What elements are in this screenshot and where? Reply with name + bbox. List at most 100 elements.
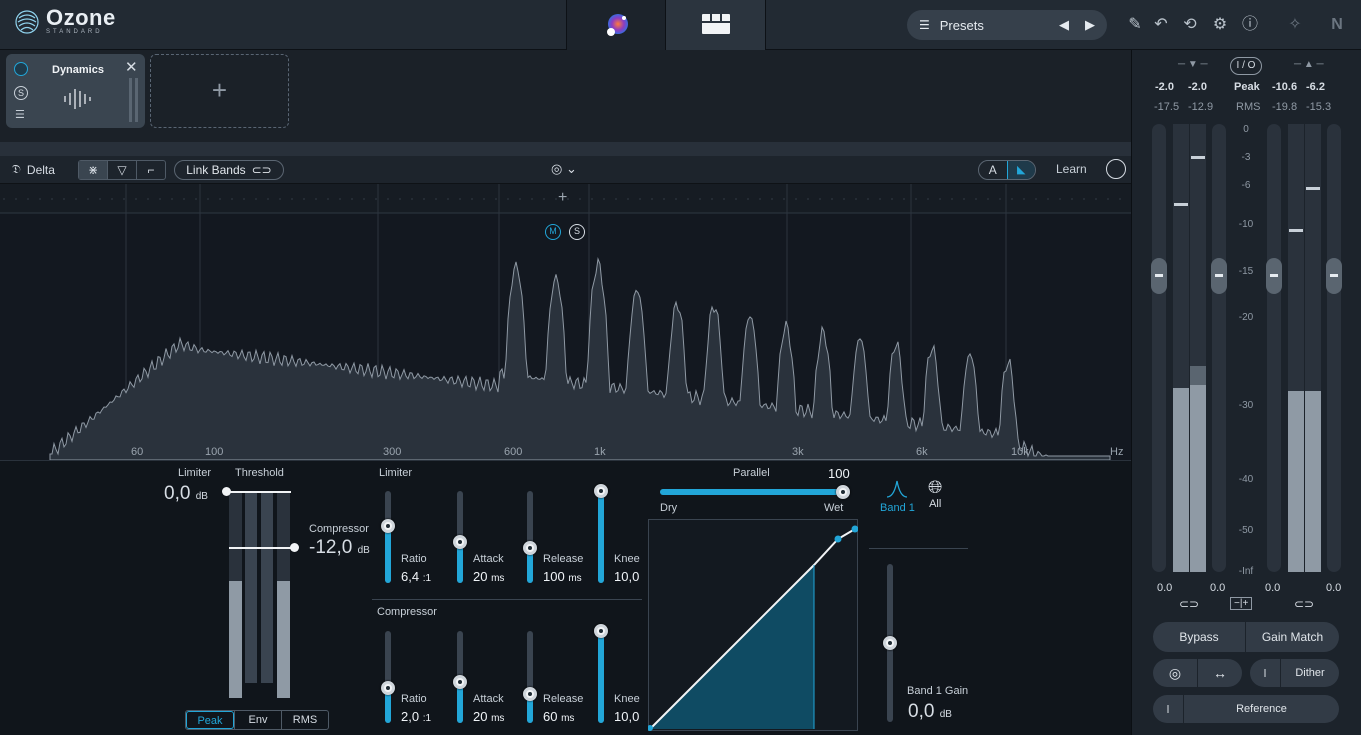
solo-icon[interactable]: S bbox=[14, 86, 28, 100]
input-gain-arrow[interactable]: ─ ▼ ─ bbox=[1178, 59, 1208, 70]
rms-mode-button[interactable]: RMS bbox=[281, 711, 328, 729]
bypass-button[interactable]: Bypass bbox=[1153, 622, 1245, 652]
output-meter-right bbox=[1305, 124, 1321, 572]
curve-mode-icon[interactable]: ⌐ bbox=[136, 161, 165, 179]
compressor-knee-slider[interactable] bbox=[594, 624, 608, 723]
dither-button[interactable]: Dither bbox=[1281, 659, 1339, 687]
delta-button[interactable]: 𝔇 Delta bbox=[12, 162, 55, 177]
limiter-ratio-knob[interactable] bbox=[381, 518, 395, 533]
ozone-logo-icon bbox=[15, 9, 39, 34]
compressor-release-slider[interactable] bbox=[523, 631, 537, 723]
module-meter bbox=[129, 78, 132, 122]
stereo-mode-dropdown[interactable]: ◎ ⌄ bbox=[551, 161, 577, 176]
meter-scale-label: -10 bbox=[1238, 219, 1254, 230]
add-band-icon[interactable]: + bbox=[558, 189, 568, 206]
crossover-mode-icon[interactable]: ▽ bbox=[107, 161, 136, 179]
link-bands-label: Link Bands bbox=[186, 163, 246, 177]
section-divider bbox=[372, 599, 642, 600]
link-bands-button[interactable]: Link Bands ⊂⊃ bbox=[174, 160, 284, 180]
limiter-knee-knob[interactable] bbox=[594, 484, 608, 498]
menu-icon[interactable]: ☰ bbox=[15, 109, 25, 121]
pencil-icon[interactable]: ✎ bbox=[1128, 16, 1142, 33]
help-icon[interactable]: ⓘ bbox=[1241, 16, 1258, 33]
dither-power-icon[interactable]: ⏽ bbox=[1250, 659, 1280, 687]
limiter-knee-slider[interactable] bbox=[594, 484, 608, 583]
env-mode-button[interactable]: Env bbox=[234, 711, 281, 729]
spectrum-graph: 60 100 300 600 1k 3k 6k 10k Hz bbox=[0, 184, 1131, 461]
undo-icon[interactable]: ↶ bbox=[1154, 16, 1168, 33]
close-icon[interactable]: ✕ bbox=[125, 59, 138, 76]
io-meter-panel: ─ ▼ ─ I / O ─ ▲ ─ -2.0 -2.0 Peak -10.6 -… bbox=[1131, 50, 1361, 735]
output-right-fader[interactable] bbox=[1326, 258, 1342, 294]
multiband-mode-icon[interactable]: ⋇ bbox=[79, 161, 107, 179]
inverse-link-icon[interactable]: −|+ bbox=[1230, 597, 1253, 610]
compressor-ratio-slider[interactable] bbox=[381, 631, 395, 723]
assistant-tab[interactable] bbox=[566, 0, 666, 50]
prev-preset-button[interactable]: ◀ bbox=[1059, 17, 1069, 32]
input-right-fader[interactable] bbox=[1211, 258, 1227, 294]
input-gain-fader-track bbox=[1152, 124, 1166, 572]
limiter-release-knob[interactable] bbox=[523, 541, 537, 556]
reset-icon[interactable] bbox=[1106, 159, 1126, 179]
learn-button[interactable]: Learn bbox=[1056, 162, 1087, 176]
output-peak-left: -10.6 bbox=[1272, 81, 1298, 93]
compressor-ratio-knob[interactable] bbox=[381, 681, 395, 696]
output-link-icon[interactable]: ⊂⊃ bbox=[1294, 597, 1315, 611]
next-preset-button[interactable]: ▶ bbox=[1085, 17, 1095, 32]
band1-gain-slider[interactable] bbox=[883, 564, 897, 722]
all-bands-selector[interactable]: 🌐︎ All bbox=[928, 477, 942, 510]
compressor-knee-knob[interactable] bbox=[594, 624, 608, 638]
output-gain-arrow[interactable]: ─ ▲ ─ bbox=[1294, 59, 1324, 70]
limiter-threshold-value: 0,0 dB bbox=[164, 483, 208, 504]
transfer-curve[interactable] bbox=[648, 519, 858, 731]
a-button[interactable]: A bbox=[988, 163, 997, 177]
output-gain-fader[interactable] bbox=[1266, 258, 1282, 294]
input-gain-fader[interactable] bbox=[1151, 258, 1167, 294]
compressor-threshold-handle[interactable] bbox=[290, 543, 299, 552]
dynamics-module-card[interactable]: S ☰ Dynamics ✕ bbox=[6, 54, 145, 128]
band-m-icon[interactable]: M bbox=[545, 224, 561, 240]
history-icon[interactable]: ⟲ bbox=[1183, 16, 1197, 33]
io-link-button[interactable]: I / O bbox=[1230, 57, 1262, 75]
link-icon: ⊂⊃ bbox=[251, 163, 272, 177]
logo: Ozone STANDARD bbox=[14, 7, 116, 35]
limiter-release-slider[interactable] bbox=[523, 491, 537, 583]
reference-power-icon[interactable]: ⏽ bbox=[1153, 695, 1183, 723]
wet-label: Wet bbox=[824, 502, 844, 514]
module-title: Dynamics bbox=[52, 64, 104, 76]
limiter-attack-slider[interactable] bbox=[453, 491, 467, 583]
limiter-ratio-label: Ratio bbox=[401, 553, 427, 565]
gear-icon[interactable]: ⚙ bbox=[1212, 16, 1228, 33]
limiter-attack-knob[interactable] bbox=[453, 534, 467, 549]
module-meter bbox=[135, 78, 138, 122]
gain-match-button[interactable]: Gain Match bbox=[1246, 622, 1339, 652]
band-s-icon[interactable]: S bbox=[569, 224, 585, 240]
compressor-attack-slider[interactable] bbox=[453, 631, 467, 723]
add-module-button[interactable]: + bbox=[150, 54, 289, 128]
reference-button[interactable]: Reference bbox=[1184, 695, 1339, 723]
meter-scale-label: -15 bbox=[1238, 266, 1254, 277]
presets-bar[interactable]: ☰ Presets ◀ ▶ bbox=[907, 10, 1107, 40]
compressor-release-knob[interactable] bbox=[523, 686, 537, 701]
swap-icon-button[interactable]: ↔ bbox=[1198, 659, 1242, 687]
dry-label: Dry bbox=[660, 502, 678, 514]
modules-tab[interactable] bbox=[666, 0, 766, 50]
izotope-icon[interactable]: ✧ bbox=[1288, 16, 1302, 33]
limiter-ratio-slider[interactable] bbox=[381, 491, 395, 583]
limiter-knee-label: Knee bbox=[614, 553, 640, 565]
limiter-threshold-handle[interactable] bbox=[222, 487, 231, 496]
compressor-attack-knob[interactable] bbox=[453, 674, 467, 689]
spectrum-display[interactable]: 60 100 300 600 1k 3k 6k 10k Hz + M S bbox=[0, 184, 1131, 461]
peak-mode-button[interactable]: Peak bbox=[186, 711, 234, 729]
b-button[interactable]: ◣ bbox=[1006, 161, 1035, 179]
band1-label: Band 1 bbox=[880, 502, 915, 514]
parallel-slider[interactable] bbox=[660, 485, 850, 499]
power-icon[interactable] bbox=[14, 62, 28, 76]
band1-gain-value: 0,0 dB bbox=[908, 701, 952, 722]
band1-selector[interactable]: Band 1 bbox=[880, 479, 915, 514]
input-link-icon[interactable]: ⊂⊃ bbox=[1179, 597, 1200, 611]
all-label: All bbox=[929, 498, 942, 510]
module-chain: S ☰ Dynamics ✕ + bbox=[0, 50, 1131, 142]
peak-label: Peak bbox=[1234, 81, 1260, 93]
stereo-icon-button[interactable]: ◎ bbox=[1153, 659, 1197, 687]
